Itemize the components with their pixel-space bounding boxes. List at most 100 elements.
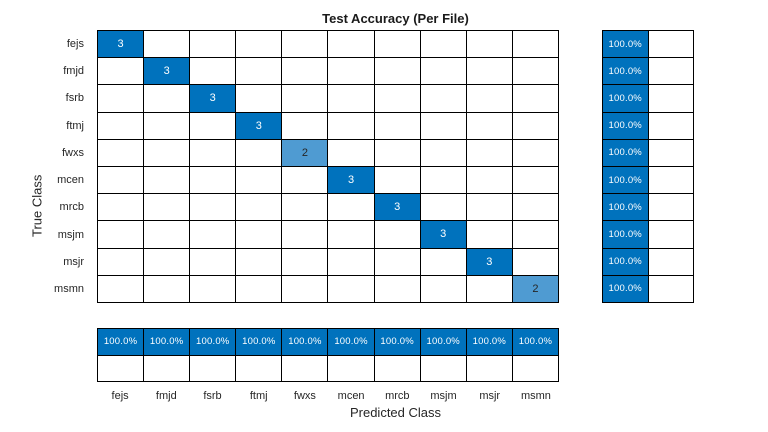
column-summary-incorrect-fejs xyxy=(98,355,144,381)
matrix-cell-msmn-msmn: 2 xyxy=(512,275,558,302)
column-summary-correct-fmjd: 100.0% xyxy=(144,329,190,355)
matrix-cell-msjm-msjm: 3 xyxy=(420,221,466,248)
matrix-cell-fwxs-mcen xyxy=(328,139,374,166)
row-summary-correct-fsrb: 100.0% xyxy=(603,85,648,112)
matrix-cell-msjm-mrcb xyxy=(374,221,420,248)
matrix-cell-fwxs-fejs xyxy=(98,139,144,166)
column-summary-incorrect-fmjd xyxy=(144,355,190,381)
matrix-cell-mrcb-fejs xyxy=(98,194,144,221)
x-tick-ftmj: ftmj xyxy=(249,389,268,402)
column-summary-correct-msmn: 100.0% xyxy=(512,329,558,355)
matrix-cell-fmjd-msmn xyxy=(512,58,558,85)
row-summary-incorrect-ftmj xyxy=(648,112,693,139)
row-summary-incorrect-msjr xyxy=(648,248,693,275)
x-tick-fwxs: fwxs xyxy=(293,389,316,402)
column-summary-incorrect-mrcb xyxy=(374,355,420,381)
x-tick-msjr: msjr xyxy=(479,389,501,402)
row-summary-correct-msmn: 100.0% xyxy=(603,275,648,302)
matrix-cell-mrcb-mrcb: 3 xyxy=(374,194,420,221)
row-summary-correct-ftmj: 100.0% xyxy=(603,112,648,139)
matrix-cell-msjr-ftmj xyxy=(236,248,282,275)
matrix-cell-fmjd-ftmj xyxy=(236,58,282,85)
row-summary-correct-msjm: 100.0% xyxy=(603,221,648,248)
matrix-cell-fsrb-fsrb: 3 xyxy=(190,85,236,112)
matrix-cell-fsrb-fwxs xyxy=(282,85,328,112)
matrix-cell-msjr-msmn xyxy=(512,248,558,275)
matrix-cell-msjr-fwxs xyxy=(282,248,328,275)
column-summary-incorrect-ftmj xyxy=(236,355,282,381)
matrix-cell-msmn-msjr xyxy=(466,275,512,302)
column-summary-correct-ftmj: 100.0% xyxy=(236,329,282,355)
column-summary-correct-fejs: 100.0% xyxy=(98,329,144,355)
row-summary-incorrect-fejs xyxy=(648,31,693,58)
matrix-cell-msjr-msjr: 3 xyxy=(466,248,512,275)
column-summary-incorrect-fwxs xyxy=(282,355,328,381)
matrix-cell-mcen-msmn xyxy=(512,167,558,194)
column-summary-incorrect-msjr xyxy=(466,355,512,381)
matrix-cell-mcen-mrcb xyxy=(374,167,420,194)
matrix-cell-fwxs-ftmj xyxy=(236,139,282,166)
matrix-cell-mrcb-mcen xyxy=(328,194,374,221)
y-axis-tick-labels: fejs fmjd fsrb ftmj fwxs mcen mrcb msjm msjr msmn xyxy=(30,30,90,303)
column-summary-grid: 100.0% 100.0% 100.0% 100.0% 100.0% 100.0% 100.… xyxy=(97,328,559,382)
matrix-cell-fsrb-fejs xyxy=(98,85,144,112)
matrix-cell-fsrb-ftmj xyxy=(236,85,282,112)
matrix-cell-fwxs-msjr xyxy=(466,139,512,166)
matrix-cell-msjr-mcen xyxy=(328,248,374,275)
matrix-cell-mcen-fwxs xyxy=(282,167,328,194)
matrix-cell-fmjd-fwxs xyxy=(282,58,328,85)
matrix-cell-msmn-fsrb xyxy=(190,275,236,302)
y-tick-fsrb: fsrb xyxy=(65,92,84,105)
column-summary-incorrect-fsrb xyxy=(190,355,236,381)
matrix-cell-msjr-mrcb xyxy=(374,248,420,275)
matrix-cell-ftmj-msjm xyxy=(420,112,466,139)
matrix-cell-msjr-msjm xyxy=(420,248,466,275)
matrix-cell-msmn-fmjd xyxy=(144,275,190,302)
x-tick-mrcb: mrcb xyxy=(385,389,410,402)
matrix-cell-fmjd-fejs xyxy=(98,58,144,85)
matrix-cell-fmjd-mrcb xyxy=(374,58,420,85)
matrix-cell-ftmj-msmn xyxy=(512,112,558,139)
matrix-cell-fsrb-fmjd xyxy=(144,85,190,112)
matrix-cell-mcen-fsrb xyxy=(190,167,236,194)
row-summary-incorrect-msjm xyxy=(648,221,693,248)
row-summary-incorrect-msmn xyxy=(648,275,693,302)
matrix-cell-fmjd-mcen xyxy=(328,58,374,85)
x-axis-tick-labels: fejs fmjd fsrb ftmj fwxs mcen mrcb msjm msjr msmn xyxy=(97,388,559,403)
matrix-cell-fejs-fwxs xyxy=(282,31,328,58)
matrix-cell-mrcb-fmjd xyxy=(144,194,190,221)
x-tick-fmjd: fmjd xyxy=(155,389,177,402)
matrix-cell-msjm-fmjd xyxy=(144,221,190,248)
x-axis-label: Predicted Class xyxy=(349,405,442,420)
row-summary-incorrect-fwxs xyxy=(648,139,693,166)
matrix-cell-msjm-mcen xyxy=(328,221,374,248)
matrix-cell-fejs-fejs: 3 xyxy=(98,31,144,58)
row-summary-correct-mcen: 100.0% xyxy=(603,167,648,194)
matrix-cell-fmjd-msjm xyxy=(420,58,466,85)
matrix-cell-mcen-fejs xyxy=(98,167,144,194)
matrix-cell-fwxs-fsrb xyxy=(190,139,236,166)
matrix-cell-fmjd-msjr xyxy=(466,58,512,85)
column-summary-correct-msjm: 100.0% xyxy=(420,329,466,355)
column-summary-correct-mcen: 100.0% xyxy=(328,329,374,355)
matrix-cell-ftmj-fwxs xyxy=(282,112,328,139)
matrix-cell-mrcb-msjm xyxy=(420,194,466,221)
y-tick-msjm: msjm xyxy=(57,228,84,241)
matrix-cell-mcen-mcen: 3 xyxy=(328,167,374,194)
column-summary-incorrect-mcen xyxy=(328,355,374,381)
y-tick-mcen: mcen xyxy=(57,174,84,187)
matrix-cell-msjm-fwxs xyxy=(282,221,328,248)
matrix-cell-fsrb-msjm xyxy=(420,85,466,112)
x-tick-msmn: msmn xyxy=(520,389,551,402)
matrix-cell-ftmj-fejs xyxy=(98,112,144,139)
matrix-cell-fsrb-msjr xyxy=(466,85,512,112)
matrix-cell-msmn-fejs xyxy=(98,275,144,302)
matrix-cell-ftmj-fmjd xyxy=(144,112,190,139)
matrix-cell-ftmj-mcen xyxy=(328,112,374,139)
matrix-cell-fejs-msjr xyxy=(466,31,512,58)
y-tick-fejs: fejs xyxy=(66,37,84,50)
row-summary-correct-fwxs: 100.0% xyxy=(603,139,648,166)
matrix-cell-msmn-msjm xyxy=(420,275,466,302)
